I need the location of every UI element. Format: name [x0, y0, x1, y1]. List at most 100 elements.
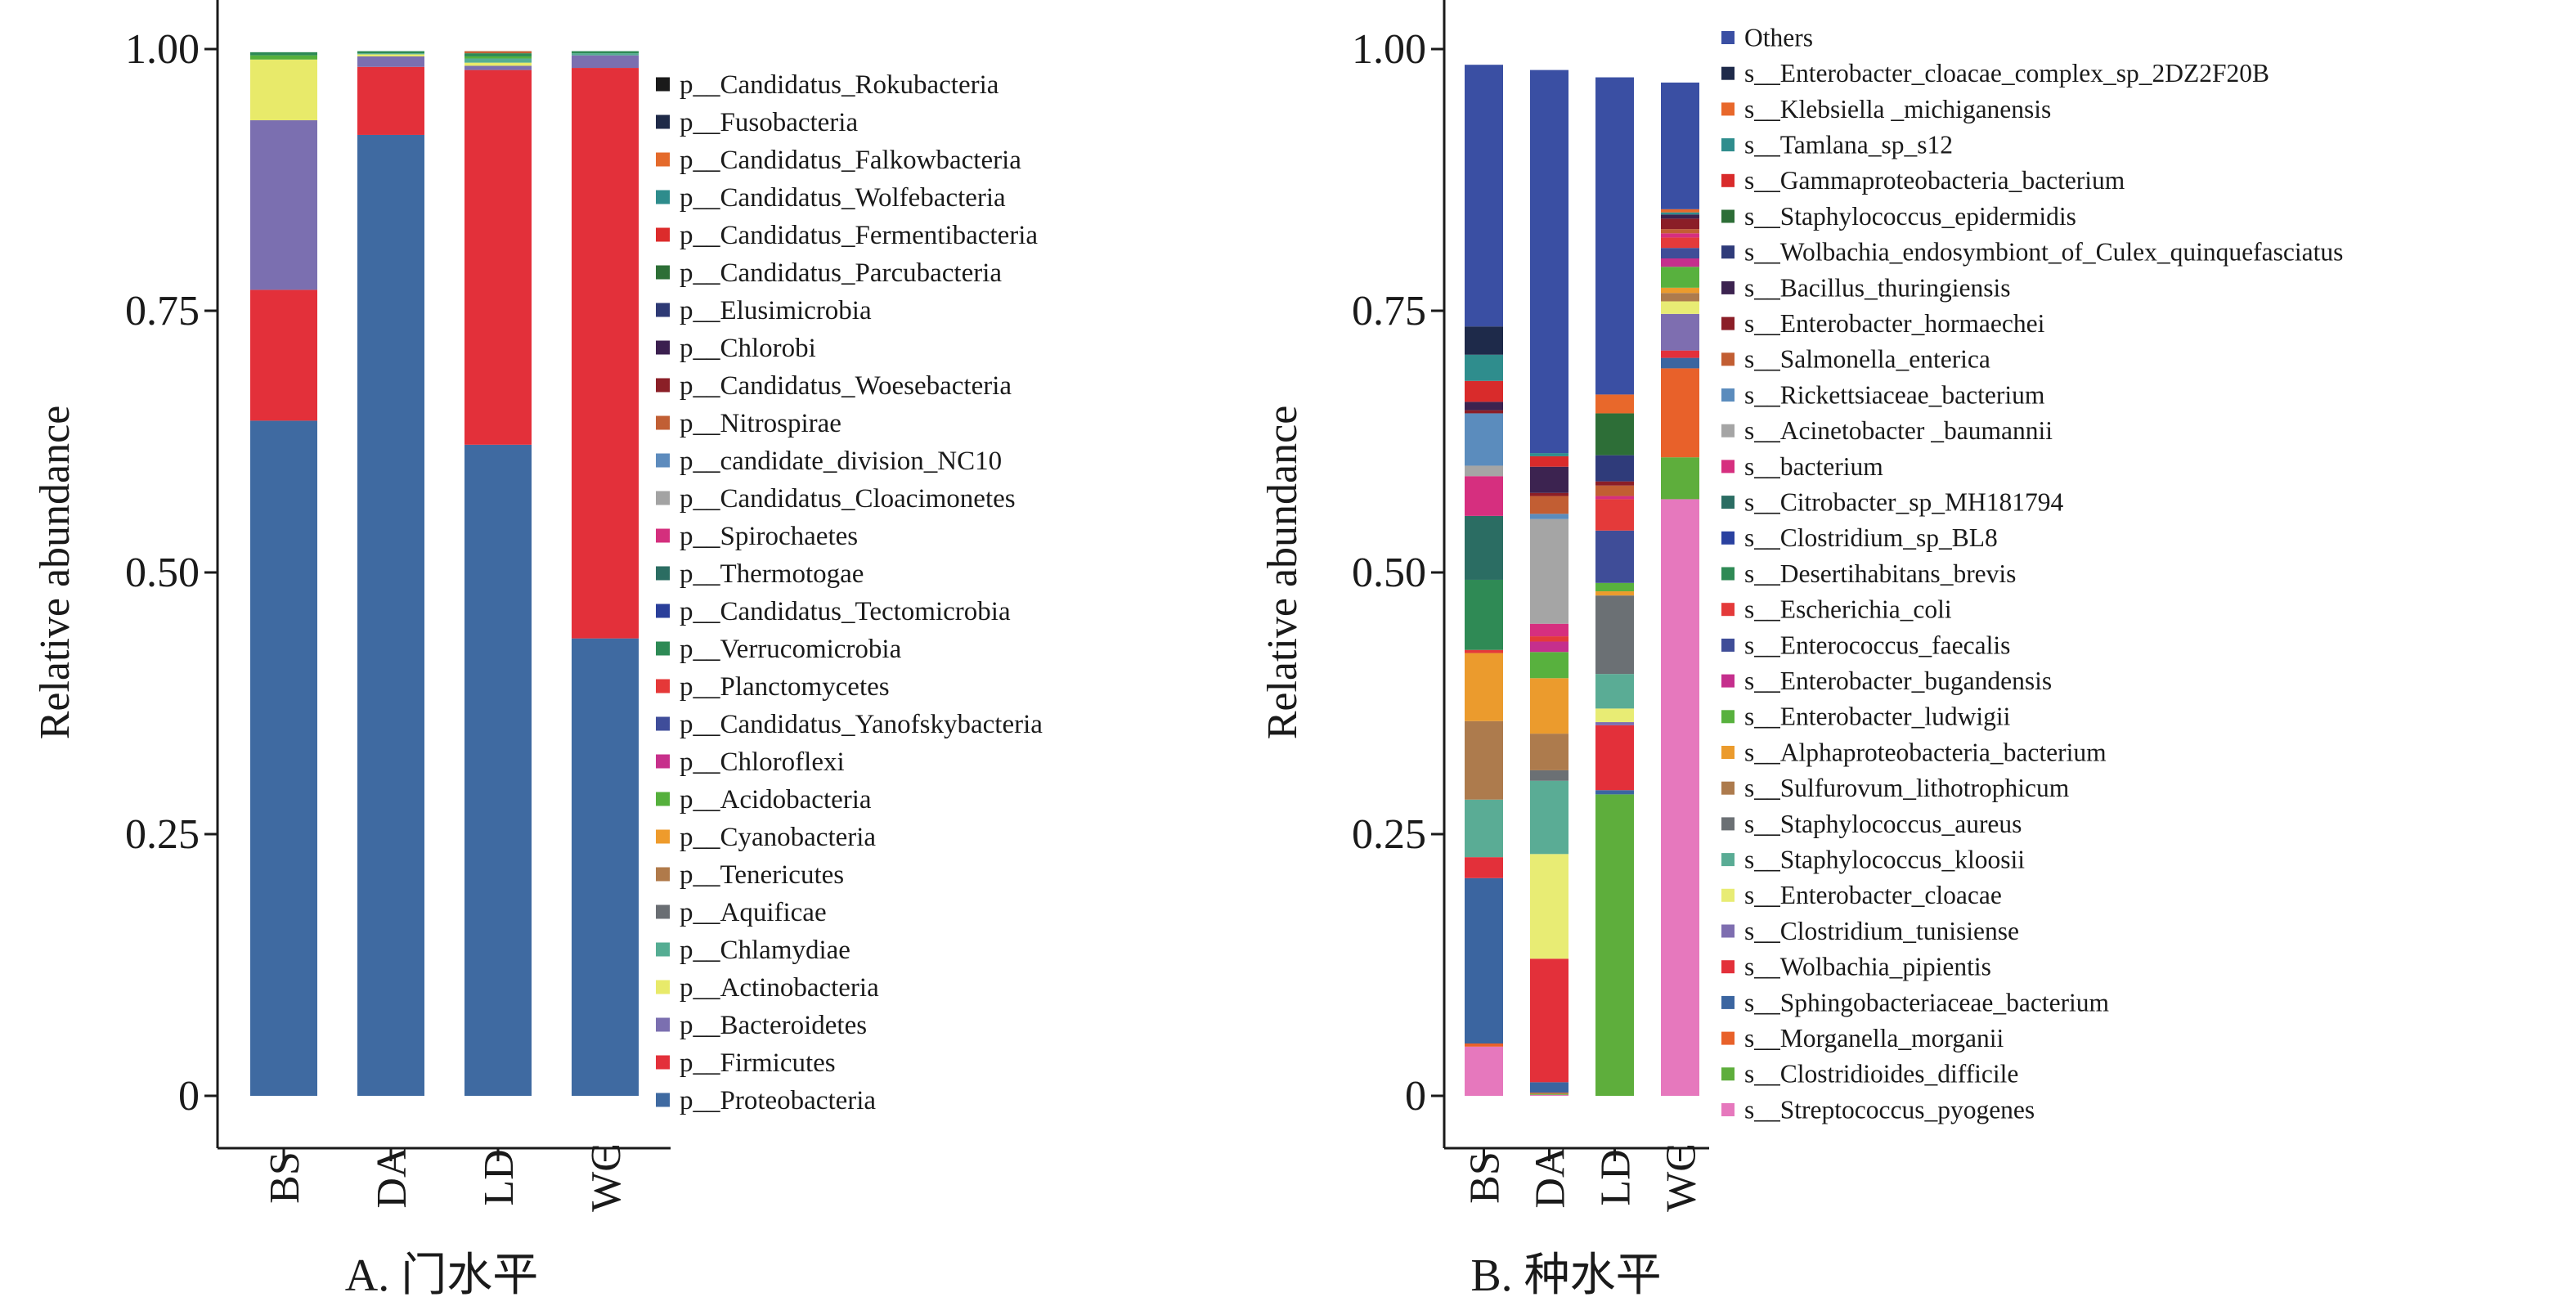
bar-segment: [464, 56, 532, 59]
legend-label: p__Candidatus_Fermentibacteria: [680, 221, 1038, 250]
legend-label: p__Cyanobacteria: [680, 823, 876, 852]
legend-swatch: [656, 867, 670, 882]
legend-label: s__Salmonella_enterica: [1744, 345, 1990, 374]
bar-segment: [1530, 1082, 1568, 1093]
bar-segment: [1465, 326, 1503, 355]
bar-segment: [1661, 267, 1699, 288]
y-tick-label: 0.50: [125, 550, 200, 596]
legend-label: p__Thermotogae: [680, 559, 864, 589]
bar-segment: [1465, 649, 1503, 653]
legend-swatch: [656, 190, 670, 204]
bar-segment: [250, 59, 317, 121]
legend-label: s__Enterobacter_cloacae_complex_sp_2DZ2F…: [1744, 59, 2269, 88]
bar-segment: [1661, 301, 1699, 314]
bar-segment: [1530, 1094, 1568, 1096]
bar-segment: [1465, 515, 1503, 580]
legend-label: s__Escherichia_coli: [1744, 595, 1952, 624]
bar-segment: [1465, 465, 1503, 477]
bar-segment: [1530, 958, 1568, 1083]
bar-segment: [464, 62, 532, 66]
bar-segment: [1465, 1046, 1503, 1096]
bar-segment: [1595, 794, 1634, 1096]
legend-swatch: [656, 1017, 670, 1032]
bar-segment: [1530, 734, 1568, 770]
legend-label: p__Verrucomicrobia: [680, 635, 902, 664]
legend-label: s__Staphylococcus_kloosii: [1744, 845, 2025, 873]
bar-segment: [1530, 1093, 1568, 1095]
legend-swatch: [1721, 924, 1735, 938]
legend-swatch: [1721, 173, 1735, 187]
legend-label: s__Enterobacter_bugandensis: [1744, 666, 2052, 695]
bar-segment: [1661, 212, 1699, 215]
legend-label: s__Rickettsiaceae_bacterium: [1744, 380, 2045, 409]
legend-label: s__Sulfurovum_lithotrophicum: [1744, 774, 2070, 802]
chart-title: B. 种水平: [1470, 1250, 1661, 1301]
legend-swatch: [656, 980, 670, 994]
bar-segment: [1530, 453, 1568, 456]
bar-segment: [1595, 674, 1634, 709]
legend-label: p__Firmicutes: [680, 1048, 836, 1078]
legend-swatch: [1721, 710, 1735, 724]
legend-label: s__Streptococcus_pyogenes: [1744, 1095, 2035, 1124]
legend-swatch: [656, 1055, 670, 1070]
bar-segment: [1661, 258, 1699, 267]
bar-segment: [1530, 70, 1568, 454]
x-tick-label: DA: [369, 1147, 415, 1209]
legend-swatch: [1721, 138, 1735, 152]
legend-label: p__Candidatus_Falkowbacteria: [680, 146, 1021, 175]
legend-swatch: [1721, 1067, 1735, 1081]
legend-swatch: [1721, 567, 1735, 581]
legend-swatch: [1721, 995, 1735, 1009]
bar-segment: [1530, 496, 1568, 514]
bar-segment: [1661, 313, 1699, 351]
legend-label: s__Tamlana_sp_s12: [1744, 130, 1953, 159]
legend-label: p__Elusimicrobia: [680, 296, 872, 325]
legend-swatch: [1721, 424, 1735, 438]
bar-segment: [1661, 457, 1699, 500]
legend-label: p__Acidobacteria: [680, 785, 872, 815]
bar-segment: [1661, 350, 1699, 358]
legend-swatch: [656, 829, 670, 844]
legend-label: s__bacterium: [1744, 452, 1883, 481]
bar-segment: [1465, 413, 1503, 466]
bar-segment: [357, 134, 424, 1097]
legend-swatch: [656, 942, 670, 957]
bar-segment: [1465, 476, 1503, 516]
bar-segment: [1530, 466, 1568, 493]
bar-segment: [1661, 248, 1699, 258]
y-tick-label: 0.75: [125, 288, 200, 334]
legend-label: p__Fusobacteria: [680, 108, 858, 137]
legend-swatch: [656, 378, 670, 393]
legend-label: p__Actinobacteria: [680, 973, 879, 1003]
y-tick-label: 0.75: [1352, 288, 1426, 334]
y-tick-label: 0.25: [1352, 811, 1426, 858]
legend-swatch: [1721, 746, 1735, 759]
legend-swatch: [1721, 531, 1735, 545]
bar-segment: [357, 66, 424, 135]
chart-panel-a: 0 0.25 0.50 0.75 1.00 Relative abundance BS DA L…: [32, 0, 1043, 1301]
legend-swatch: [656, 491, 670, 505]
legend-swatch: [1721, 102, 1735, 116]
bar-segment: [1661, 287, 1699, 294]
legend-swatch: [656, 679, 670, 693]
legend-label: s__Desertihabitans_brevis: [1744, 559, 2016, 588]
y-tick-label: 1.00: [125, 26, 200, 73]
bar-segment: [1595, 530, 1634, 583]
legend-swatch: [656, 641, 670, 656]
bar-segment: [464, 51, 532, 54]
bar-segment: [1465, 1043, 1503, 1047]
legend-swatch: [1721, 496, 1735, 509]
bar-segment: [572, 53, 639, 56]
legend-swatch: [1721, 352, 1735, 366]
bar-segment: [1595, 595, 1634, 675]
legend-swatch: [656, 604, 670, 618]
legend-label: s__Alphaproteobacteria_bacterium: [1744, 738, 2107, 766]
bar-segment: [464, 444, 532, 1096]
legend-swatch: [1721, 853, 1735, 867]
bar-segment: [1595, 725, 1634, 791]
legend-label: p__Candidatus_Yanofskybacteria: [680, 710, 1043, 739]
bar-segment: [1465, 799, 1503, 858]
bar-segment: [1595, 455, 1634, 482]
bar-segment: [1595, 413, 1634, 456]
